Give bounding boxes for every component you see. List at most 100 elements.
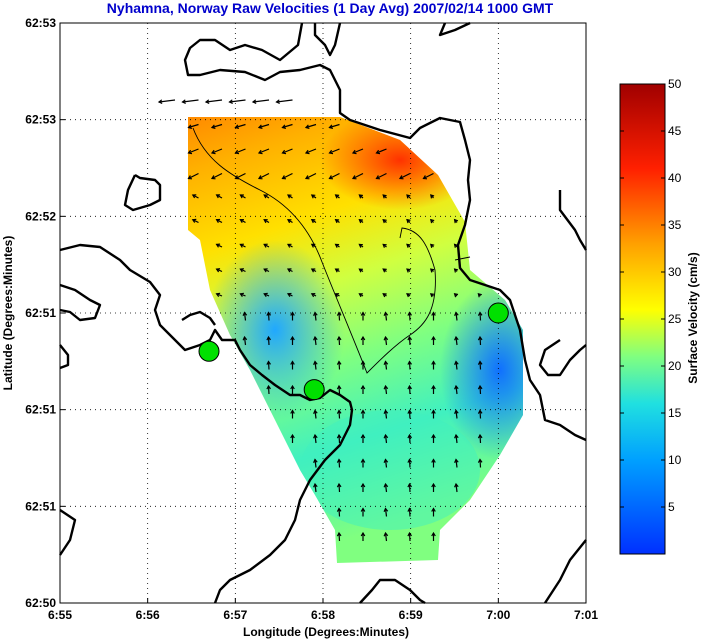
velocity-arrow-head — [310, 293, 316, 298]
velocity-arrow-head — [383, 360, 389, 365]
velocity-arrow-head — [287, 194, 292, 199]
velocity-arrow — [235, 148, 246, 154]
velocity-arrow-head — [454, 458, 459, 463]
velocity-arrow — [384, 508, 388, 517]
velocity-arrow — [282, 123, 293, 129]
velocity-arrow-head — [454, 482, 459, 488]
velocity-arrow — [338, 336, 341, 346]
velocity-arrow-head — [422, 175, 428, 180]
colorbar — [619, 83, 666, 555]
velocity-arrow — [314, 483, 317, 493]
velocity-arrow — [338, 312, 341, 321]
velocity-arrow — [384, 361, 388, 370]
velocity-arrow — [276, 99, 293, 103]
velocity-arrow-head — [334, 293, 340, 298]
x-tick-label: 6:55 — [48, 608, 72, 622]
velocity-arrow-head — [304, 149, 310, 155]
velocity-arrow — [384, 312, 388, 321]
velocity-arrow-head — [266, 335, 271, 341]
velocity-arrow-head — [477, 409, 483, 414]
velocity-arrow-head — [454, 433, 459, 439]
velocity-arrow-head — [383, 433, 389, 439]
velocity-arrow-head — [407, 458, 412, 463]
y-tick-label: 62:51 — [25, 306, 56, 320]
velocity-arrow-head — [360, 360, 366, 365]
velocity-arrow — [479, 312, 482, 321]
velocity-arrow-head — [453, 218, 459, 224]
velocity-arrow — [188, 123, 199, 129]
velocity-arrow-head — [382, 194, 387, 199]
velocity-arrow-head — [239, 194, 244, 199]
velocity-arrow-head — [431, 433, 436, 439]
colorbar-tick-label: 40 — [668, 171, 682, 185]
velocity-arrow-head — [210, 175, 216, 180]
velocity-arrow-head — [431, 458, 436, 463]
velocity-arrow — [158, 99, 176, 103]
stations — [198, 302, 509, 401]
velocity-arrow — [314, 361, 317, 370]
velocity-arrow-head — [336, 384, 342, 390]
velocity-arrow — [252, 99, 270, 103]
velocity-arrow-head — [304, 175, 310, 180]
velocity-arrow — [455, 483, 458, 493]
velocity-arrow — [408, 508, 411, 517]
velocity-arrow-head — [375, 175, 381, 180]
velocity-arrow-head — [334, 268, 340, 273]
velocity-arrow-head — [242, 335, 248, 341]
velocity-arrow-head — [334, 243, 340, 248]
colorbar-tick-label: 25 — [668, 312, 682, 326]
velocity-arrow-head — [477, 335, 483, 341]
velocity-arrow — [314, 459, 317, 468]
velocity-arrow-head — [228, 99, 233, 104]
velocity-arrow — [329, 172, 340, 180]
velocity-arrow-head — [263, 268, 268, 273]
velocity-arrow-head — [358, 218, 363, 224]
velocity-arrow — [267, 312, 270, 321]
velocity-arrow-head — [181, 99, 186, 104]
velocity-arrow-head — [407, 433, 412, 439]
velocity-arrow-head — [239, 219, 244, 224]
velocity-arrow — [408, 459, 411, 468]
velocity-arrow-head — [263, 219, 268, 224]
velocity-arrows — [157, 99, 483, 542]
velocity-arrow — [235, 123, 246, 129]
velocity-arrow-head — [304, 124, 310, 129]
velocity-arrow-head — [204, 99, 210, 104]
velocity-arrow-head — [431, 311, 436, 316]
velocity-arrow-head — [239, 292, 244, 297]
velocity-arrow-head — [328, 149, 334, 155]
velocity-arrow-head — [290, 384, 295, 390]
velocity-arrow-head — [477, 311, 483, 316]
velocity-arrow — [384, 483, 388, 493]
velocity-arrow-head — [251, 99, 257, 104]
colorbar-ticks: 5 10 15 20 25 30 35 40 45 50 — [620, 77, 682, 514]
velocity-arrow-head — [358, 194, 363, 199]
velocity-arrow — [479, 361, 482, 370]
velocity-arrow-head — [310, 194, 316, 199]
velocity-arrow — [384, 459, 388, 468]
velocity-arrow-head — [328, 175, 334, 180]
velocity-arrow — [329, 123, 340, 129]
velocity-arrow-head — [210, 124, 216, 129]
velocity-arrow-head — [234, 124, 240, 129]
velocity-arrow-head — [375, 149, 381, 155]
x-axis-label: Longitude (Degrees:Minutes) — [243, 625, 409, 639]
velocity-arrow — [267, 385, 270, 395]
velocity-arrow — [314, 312, 317, 321]
velocity-arrow-head — [313, 482, 318, 488]
velocity-arrow-head — [313, 458, 318, 463]
velocity-arrow-head — [290, 360, 295, 365]
velocity-arrow — [384, 385, 388, 395]
velocity-arrow-head — [431, 409, 436, 414]
y-tick-label: 62:51 — [25, 499, 56, 513]
velocity-arrow-head — [398, 175, 404, 180]
velocity-arrow-head — [406, 293, 411, 298]
velocity-arrow-head — [407, 531, 412, 537]
velocity-arrow-head — [382, 268, 387, 273]
velocity-arrow — [479, 410, 482, 419]
velocity-arrow-head — [407, 409, 412, 414]
station-west-marker — [198, 340, 220, 362]
velocity-arrow-head — [187, 175, 193, 180]
velocity-arrow-head — [477, 458, 483, 463]
